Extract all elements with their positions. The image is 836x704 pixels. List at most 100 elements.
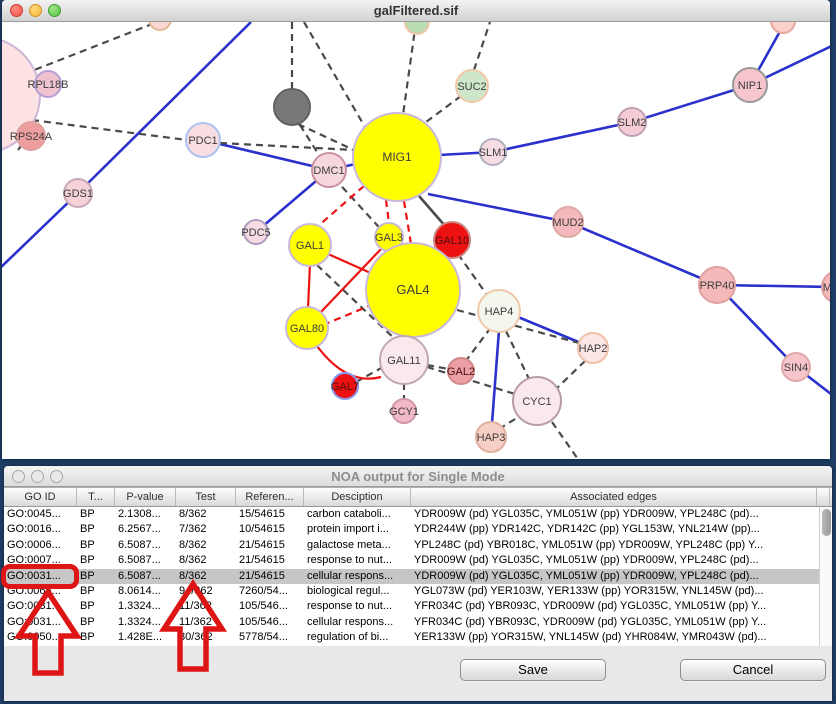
cell-ref[interactable]: 105/546... xyxy=(239,615,288,628)
cell-test[interactable]: 11/362 xyxy=(179,600,212,613)
node-SUC2[interactable] xyxy=(455,69,489,103)
cell-test[interactable]: 8/362 xyxy=(179,538,207,551)
node-top-green[interactable] xyxy=(404,22,430,35)
cell-type[interactable]: BP xyxy=(80,631,95,644)
cell-id[interactable]: GO:0065... xyxy=(7,584,61,597)
cell-desc[interactable]: carbon cataboli... xyxy=(307,508,391,520)
minimize-button[interactable] xyxy=(29,4,42,17)
cell-test[interactable]: 11/362 xyxy=(179,615,212,628)
cell-desc[interactable]: response to nut... xyxy=(307,600,392,613)
close-button[interactable] xyxy=(10,4,23,17)
column-header-test[interactable]: Test xyxy=(176,488,236,506)
zoom-button[interactable] xyxy=(48,4,61,17)
network-edge[interactable] xyxy=(567,220,718,287)
node-NIP1[interactable] xyxy=(732,67,768,103)
network-edge[interactable] xyxy=(401,22,418,116)
node-SLM1[interactable] xyxy=(479,138,507,166)
cell-p[interactable]: 6.5087... xyxy=(118,554,161,567)
cell-id[interactable]: GO:0031... xyxy=(7,600,61,613)
cell-p[interactable]: 1.428E... xyxy=(118,631,163,644)
cell-test[interactable]: 8/362 xyxy=(179,554,207,567)
table-row[interactable]: GO:0007... BP 6.5087... 8/362 21/54615 respon… xyxy=(4,553,819,569)
minimize-button-inactive[interactable] xyxy=(31,469,44,483)
network-edge[interactable] xyxy=(327,252,374,276)
cell-desc[interactable]: cellular respons... xyxy=(307,615,394,628)
node-PDC5[interactable] xyxy=(243,219,269,245)
node-SIN4[interactable] xyxy=(781,352,811,382)
network-edge[interactable] xyxy=(427,192,569,224)
table-row[interactable]: GO:0065... BP 8.0614... 94/362 7260/54... bio… xyxy=(4,583,819,600)
save-button[interactable]: Save xyxy=(460,659,606,681)
network-edge[interactable] xyxy=(631,83,751,124)
network-graph[interactable]: RPL18B RPS24A GDS1 PDC1 DMC1 MIG1 SUC2 SLM1 SLM2… xyxy=(2,22,830,459)
cell-desc[interactable]: biological regul... xyxy=(307,584,390,597)
node-GAL2[interactable] xyxy=(447,357,475,385)
node-GCY1[interactable] xyxy=(391,398,417,424)
network-edge[interactable] xyxy=(316,264,399,343)
cell-desc[interactable]: galactose meta... xyxy=(307,538,391,551)
node-GAL80[interactable] xyxy=(285,306,329,350)
network-edge[interactable] xyxy=(31,118,188,142)
column-header-desc[interactable]: Desciption xyxy=(304,488,411,506)
cell-desc[interactable]: protein import i... xyxy=(307,523,389,536)
zoom-button-inactive[interactable] xyxy=(50,469,63,483)
node-DMC1[interactable] xyxy=(311,152,347,188)
cell-id[interactable]: GO:0031... xyxy=(7,615,61,628)
column-header-edges[interactable]: Associated edges xyxy=(411,488,817,506)
node-RPL18B[interactable] xyxy=(34,70,62,98)
network-edge[interactable] xyxy=(421,95,462,126)
cell-p[interactable]: 6.5087... xyxy=(118,538,161,551)
network-edge[interactable] xyxy=(426,365,516,396)
network-edge[interactable] xyxy=(306,263,312,309)
node-top-pink-right[interactable] xyxy=(770,22,796,34)
cell-ref[interactable]: 5778/54... xyxy=(239,631,288,644)
cell-test[interactable]: 94/362 xyxy=(179,584,213,597)
cell-id[interactable]: GO:0016... xyxy=(7,523,61,536)
cell-type[interactable]: BP xyxy=(80,554,95,567)
network-edge[interactable] xyxy=(505,330,530,380)
column-header-p[interactable]: P-value xyxy=(115,488,176,506)
node-SLM2[interactable] xyxy=(617,107,647,137)
cancel-button[interactable]: Cancel xyxy=(680,659,826,681)
cell-p[interactable]: 8.0614... xyxy=(118,584,161,597)
node-top-pink-left[interactable] xyxy=(148,22,172,31)
node-PRP40[interactable] xyxy=(698,266,736,304)
network-edge[interactable] xyxy=(316,185,365,228)
node-HAP3[interactable] xyxy=(475,421,507,453)
cell-desc[interactable]: cellular respons... xyxy=(307,569,394,582)
cell-id[interactable]: GO:0007... xyxy=(7,554,61,567)
network-edge[interactable] xyxy=(322,304,370,327)
cell-type[interactable]: BP xyxy=(80,584,95,597)
cell-ref[interactable]: 21/54615 xyxy=(239,569,285,582)
node-GAL11[interactable] xyxy=(379,335,429,385)
cell-edges[interactable]: YDR009W (pd) YGL035C, YML051W (pp) YDR00… xyxy=(414,554,759,567)
node-MUD2[interactable] xyxy=(552,206,584,238)
network-edge[interactable] xyxy=(333,177,399,249)
cell-p[interactable]: 2.1308... xyxy=(118,508,161,520)
cell-ref[interactable]: 15/54615 xyxy=(239,508,285,520)
cell-edges[interactable]: YER133W (pp) YOR315W, YNL145W (pd) YHR08… xyxy=(414,631,767,644)
table-row[interactable]: GO:0050... BP 1.428E... 80/362 5778/54... reg… xyxy=(4,630,819,646)
network-edge[interactable] xyxy=(426,363,450,371)
node-HAP2[interactable] xyxy=(577,332,609,364)
cell-type[interactable]: BP xyxy=(80,569,95,582)
node-gray-node[interactable] xyxy=(273,88,311,126)
cell-type[interactable]: BP xyxy=(80,600,95,613)
cell-edges[interactable]: YFR034C (pd) YBR093C, YDR009W (pd) YGL03… xyxy=(414,615,767,628)
network-edge[interactable] xyxy=(464,329,490,363)
cell-ref[interactable]: 21/54615 xyxy=(239,538,285,551)
cell-p[interactable]: 6.2567... xyxy=(118,523,161,536)
table-row[interactable]: GO:0031... BP 1.3324... 11/362 105/546... cel… xyxy=(4,614,819,631)
node-MSN4[interactable] xyxy=(821,271,830,303)
network-edge[interactable] xyxy=(456,308,580,345)
cell-p[interactable]: 6.5087... xyxy=(118,569,161,582)
cell-p[interactable]: 1.3324... xyxy=(118,615,161,628)
vertical-scrollbar[interactable] xyxy=(819,507,832,646)
cell-desc[interactable]: regulation of bi... xyxy=(307,631,389,644)
network-edge[interactable] xyxy=(472,22,492,71)
network-edge[interactable] xyxy=(77,22,252,194)
column-header-id[interactable]: GO ID xyxy=(4,488,77,506)
network-window-titlebar[interactable]: galFiltered.sif xyxy=(2,0,830,22)
network-edge[interactable] xyxy=(489,329,501,438)
cell-edges[interactable]: YDR009W (pd) YGL035C, YML051W (pp) YDR00… xyxy=(414,508,759,520)
